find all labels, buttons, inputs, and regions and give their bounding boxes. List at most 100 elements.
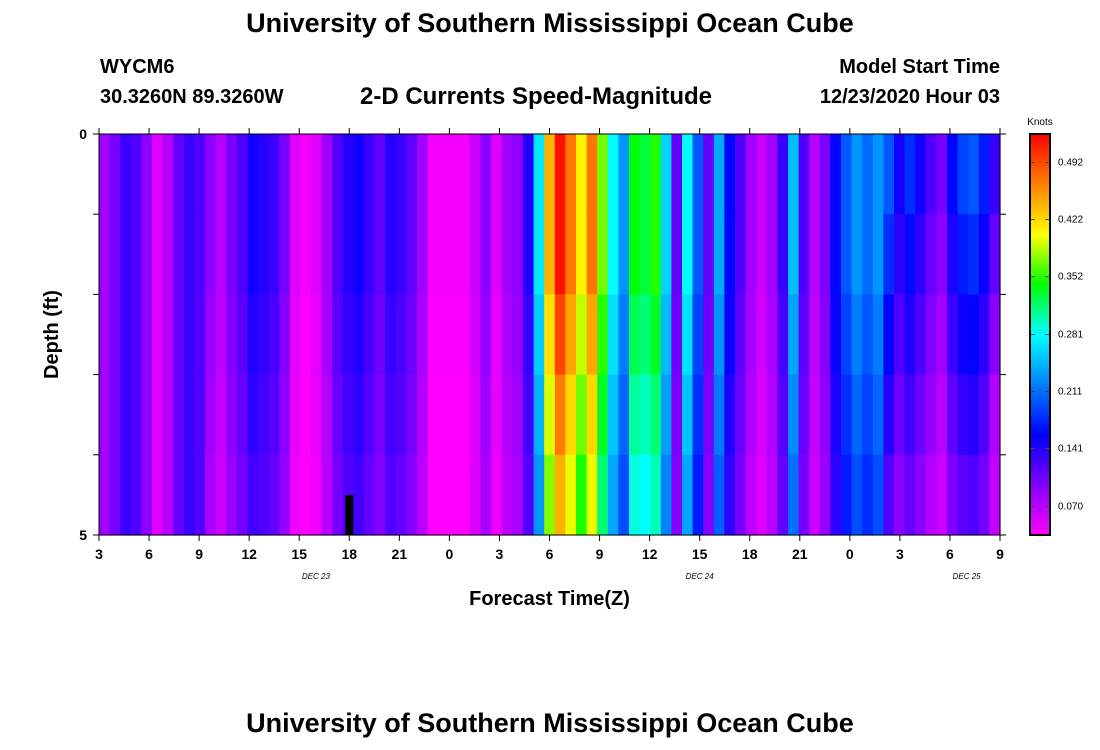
heatmap-cell bbox=[374, 374, 386, 456]
heatmap-cell bbox=[470, 214, 482, 295]
heatmap-cell bbox=[554, 454, 566, 536]
heatmap-cell bbox=[597, 294, 609, 376]
heatmap-cell bbox=[788, 374, 800, 456]
colorbar-tick-label: 0.211 bbox=[1058, 387, 1083, 398]
heatmap-cell bbox=[576, 294, 588, 376]
heatmap-cell bbox=[777, 454, 789, 536]
heatmap-cell bbox=[841, 134, 853, 215]
heatmap-cell bbox=[819, 294, 831, 376]
heatmap-cell bbox=[724, 374, 736, 456]
heatmap-cell bbox=[162, 374, 174, 456]
heatmap-cell bbox=[957, 214, 969, 295]
heatmap-cell bbox=[205, 134, 217, 215]
heatmap-cell bbox=[915, 454, 927, 536]
heatmap-cell bbox=[872, 214, 884, 295]
heatmap-cell bbox=[491, 134, 503, 215]
x-tick-label: 3 bbox=[496, 546, 504, 562]
heatmap-cell bbox=[523, 454, 535, 536]
station-coordinates: 30.3260N 89.3260W bbox=[100, 86, 284, 108]
heatmap-cell bbox=[766, 454, 778, 536]
heatmap-cell bbox=[936, 214, 948, 295]
heatmap-cell bbox=[968, 374, 980, 456]
heatmap-cell bbox=[862, 134, 874, 215]
heatmap-cell bbox=[830, 134, 842, 215]
heatmap-cell bbox=[915, 294, 927, 376]
heatmap-cell bbox=[268, 214, 280, 295]
heatmap-cell bbox=[364, 454, 376, 536]
heatmap-cell bbox=[533, 134, 545, 215]
heatmap-cell bbox=[501, 374, 513, 456]
heatmap-cell bbox=[258, 374, 270, 456]
x-tick-label: 3 bbox=[896, 546, 904, 562]
y-axis-title: Depth (ft) bbox=[41, 290, 63, 379]
heatmap-cell bbox=[872, 134, 884, 215]
colorbar-tick-label: 0.281 bbox=[1058, 330, 1083, 341]
heatmap-cell bbox=[533, 294, 545, 376]
heatmap-cell bbox=[109, 294, 121, 376]
heatmap-cell bbox=[788, 134, 800, 215]
heatmap-cell bbox=[989, 134, 1001, 215]
heatmap-cell bbox=[554, 214, 566, 295]
heatmap-cell bbox=[459, 294, 471, 376]
heatmap-cell bbox=[692, 454, 704, 536]
y-tick-label: 5 bbox=[79, 527, 87, 543]
heatmap-cell bbox=[512, 214, 524, 295]
heatmap-cell bbox=[321, 294, 333, 376]
heatmap-cell bbox=[470, 294, 482, 376]
heatmap-cell bbox=[904, 214, 916, 295]
heatmap-cell bbox=[215, 294, 227, 376]
heatmap-cell bbox=[194, 134, 206, 215]
heatmap-cell bbox=[385, 454, 397, 536]
heatmap-cell bbox=[438, 294, 450, 376]
heatmap-cell bbox=[459, 214, 471, 295]
heatmap-cell bbox=[872, 294, 884, 376]
heatmap-cell bbox=[925, 374, 937, 456]
heatmap-cell bbox=[279, 454, 291, 536]
x-tick-label: 18 bbox=[742, 546, 758, 562]
marker-layer bbox=[345, 494, 354, 535]
time-marker bbox=[345, 494, 354, 535]
heatmap-cell bbox=[925, 134, 937, 215]
heatmap-cell bbox=[565, 454, 577, 536]
heatmap-cell bbox=[120, 374, 132, 456]
heatmap-cell bbox=[512, 294, 524, 376]
heatmap-cell bbox=[141, 454, 153, 536]
heatmap-cell bbox=[279, 214, 291, 295]
heatmap-cell bbox=[554, 294, 566, 376]
heatmap-cell bbox=[597, 214, 609, 295]
heatmap-cell bbox=[353, 454, 365, 536]
heatmap-cell bbox=[427, 454, 439, 536]
heatmap-cell bbox=[152, 454, 164, 536]
heatmap-cell bbox=[332, 134, 344, 215]
heatmap-cell bbox=[947, 294, 959, 376]
heatmap-cell bbox=[162, 134, 174, 215]
heatmap-cell bbox=[311, 374, 323, 456]
heatmap-cell bbox=[385, 134, 397, 215]
heatmap-cell bbox=[321, 454, 333, 536]
heatmap-cell bbox=[586, 294, 598, 376]
heatmap-cell bbox=[194, 214, 206, 295]
heatmap-cell bbox=[300, 214, 312, 295]
heatmap-cell bbox=[385, 214, 397, 295]
heatmap-cell bbox=[660, 294, 672, 376]
heatmap-cell bbox=[289, 374, 301, 456]
heatmap-cell bbox=[459, 374, 471, 456]
heatmap-cell bbox=[311, 134, 323, 215]
heatmap-cell bbox=[766, 374, 778, 456]
heatmap-cell bbox=[374, 454, 386, 536]
heatmap-cell bbox=[215, 214, 227, 295]
heatmap-cell bbox=[130, 134, 142, 215]
x-tick-label: 12 bbox=[241, 546, 257, 562]
heatmap-cell bbox=[745, 454, 757, 536]
heatmap-cell bbox=[692, 294, 704, 376]
heatmap-cell bbox=[279, 294, 291, 376]
heatmap-cell bbox=[597, 454, 609, 536]
heatmap-cell bbox=[268, 134, 280, 215]
heatmap-cell bbox=[183, 214, 195, 295]
heatmap-cell bbox=[639, 214, 651, 295]
heatmap-cell bbox=[120, 294, 132, 376]
heatmap-cell bbox=[215, 134, 227, 215]
heatmap-cell bbox=[713, 134, 725, 215]
heatmap-cell bbox=[353, 214, 365, 295]
